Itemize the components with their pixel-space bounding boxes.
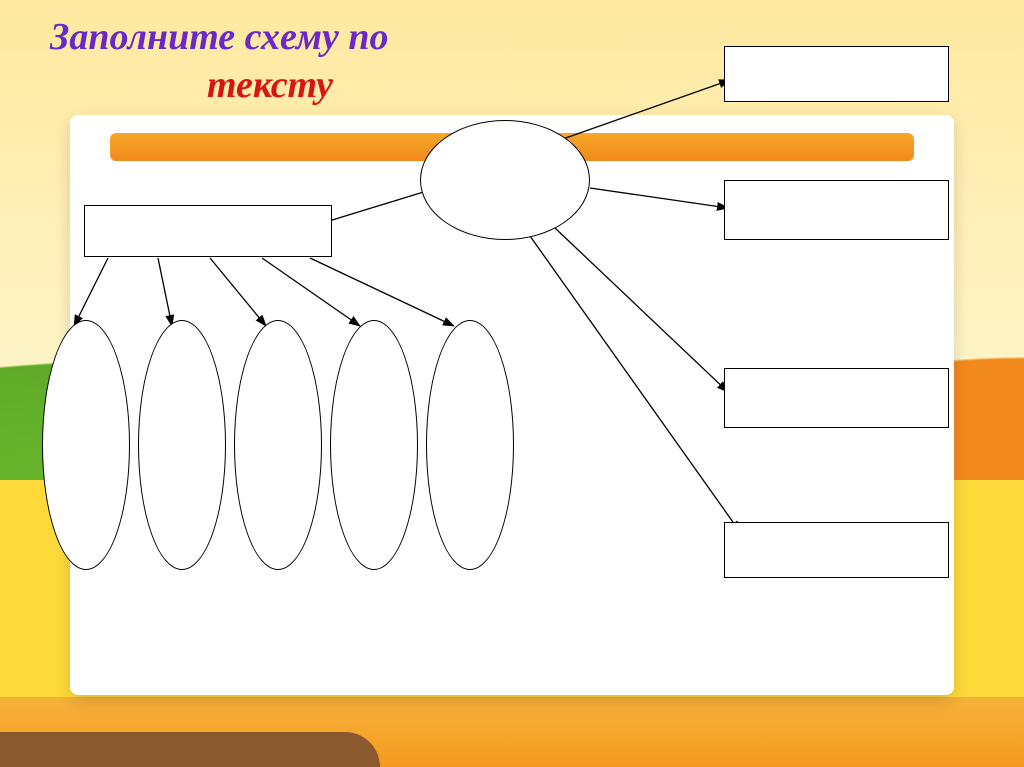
- node-rect_left: [84, 205, 332, 257]
- node-rect_r2: [724, 180, 949, 240]
- node-e4: [330, 320, 418, 570]
- node-rect_r1: [724, 46, 949, 102]
- node-e1: [42, 320, 130, 570]
- node-rect_r3: [724, 368, 949, 428]
- node-e3: [234, 320, 322, 570]
- node-e2: [138, 320, 226, 570]
- title-line-2: тексту: [50, 62, 490, 110]
- diagram-layer: [0, 0, 1024, 767]
- node-hub: [420, 120, 590, 240]
- node-e5: [426, 320, 514, 570]
- title-line-1: Заполните схему по: [50, 16, 389, 58]
- slide-title: Заполните схему по тексту: [50, 14, 490, 109]
- node-rect_r4: [724, 522, 949, 578]
